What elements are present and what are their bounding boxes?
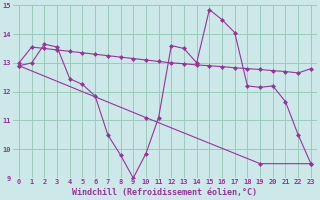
X-axis label: Windchill (Refroidissement éolien,°C): Windchill (Refroidissement éolien,°C) bbox=[72, 188, 258, 197]
